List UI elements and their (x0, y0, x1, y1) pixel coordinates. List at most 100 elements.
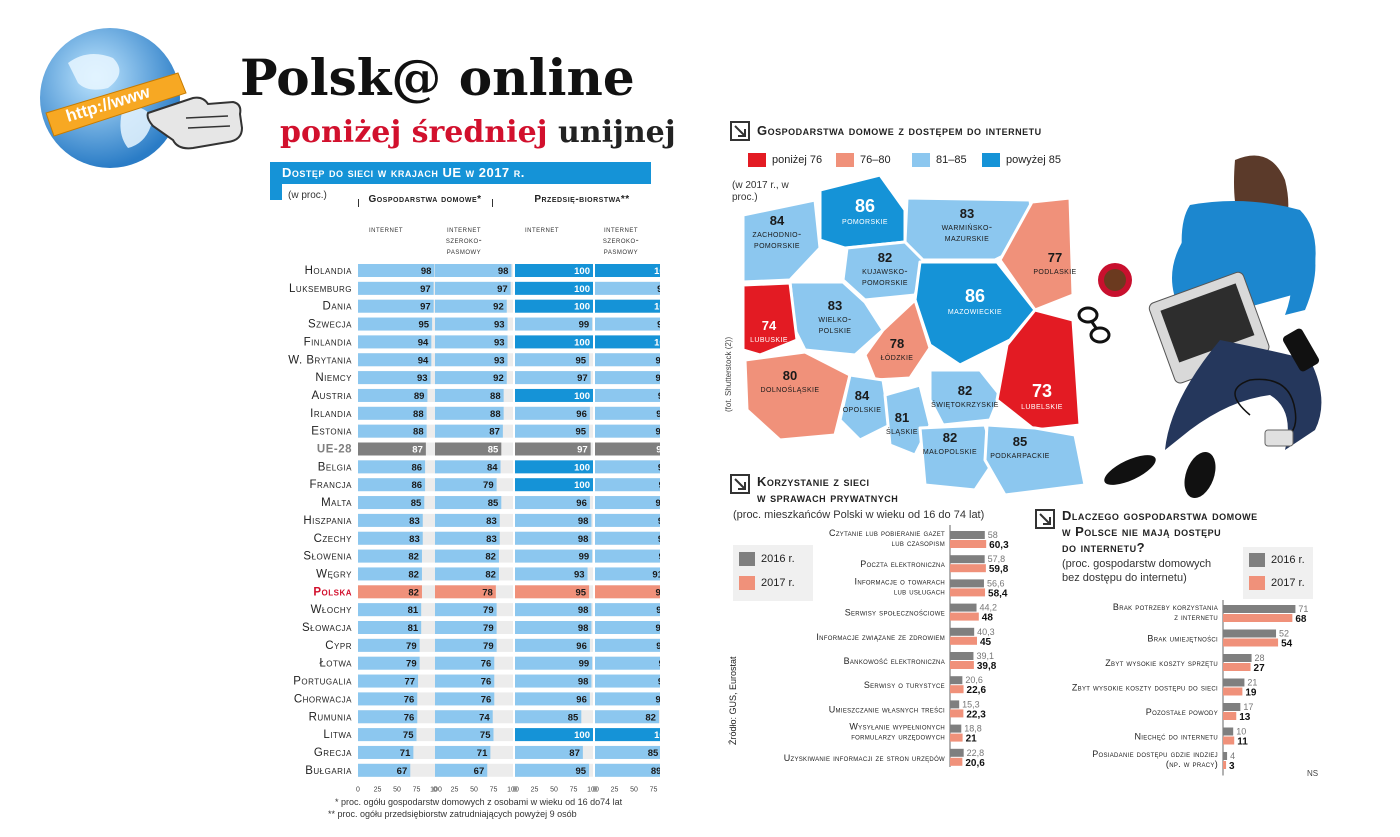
map-title: Gospodarstwa domowe z dostępem do intern… (757, 123, 1042, 138)
legend-label-light-blue: 81–85 (936, 154, 967, 166)
reason-label: Niechęć do internetu (1134, 732, 1218, 742)
bar (358, 531, 423, 545)
bar (595, 674, 660, 688)
bar-value: 79 (483, 623, 494, 634)
bar-2017 (1223, 736, 1235, 745)
bar-value: 76 (481, 659, 492, 670)
legend-label-dark-blue: powyżej 85 (1006, 154, 1062, 166)
bar (515, 424, 590, 438)
bar-value: 98 (658, 677, 660, 688)
woman-laptop-illustration (1077, 155, 1322, 499)
value-2017: 22,3 (966, 709, 986, 720)
value-2016: 18,8 (964, 724, 982, 734)
bar-value: 100 (574, 391, 590, 402)
col-enterprise-internet: internet (525, 224, 559, 234)
value-2017: 11 (1237, 737, 1248, 748)
arrow-icon-private (730, 474, 750, 494)
value-2017: 3 (1229, 761, 1235, 772)
bar-value: 93 (574, 569, 585, 580)
bar-value: 98 (658, 462, 660, 473)
value-2016: 21 (1247, 678, 1257, 688)
bar (515, 567, 588, 581)
bar (515, 656, 593, 670)
category-label: Umieszczanie własnych treści (829, 704, 945, 714)
country-label: Luksemburg (289, 283, 352, 295)
axis-tick: 50 (630, 787, 638, 794)
bar-value: 83 (486, 516, 497, 527)
country-label: Rumunia (309, 711, 353, 723)
map-region (928, 368, 1002, 427)
value-2016: 44,2 (980, 603, 998, 613)
bar-value: 86 (412, 480, 423, 491)
bar (595, 745, 660, 759)
bar-value: 100 (654, 337, 660, 348)
reason-label: Posiadanie dostępu gdzie indziej (1092, 749, 1218, 759)
country-label: Grecja (314, 747, 352, 759)
bar-2017 (1223, 687, 1243, 696)
bar (358, 424, 427, 438)
region-value: 85 (1013, 434, 1027, 449)
bar-2017 (950, 564, 986, 573)
arrow-icon-why (1035, 509, 1055, 529)
value-2017: 21 (966, 734, 978, 745)
bar-value: 100 (574, 337, 590, 348)
bar (358, 353, 432, 367)
legend-label-2017: 2017 r. (761, 577, 795, 589)
country-label: Bułgaria (305, 765, 352, 777)
bar-value: 98 (421, 266, 432, 277)
region-value: 84 (855, 388, 870, 403)
country-label: W. Brytania (288, 354, 352, 366)
bar (515, 585, 590, 599)
region-value: 83 (960, 206, 974, 221)
bar-value: 97 (577, 445, 588, 456)
reason-label: Zbyt wysokie koszty dostępu do sieci (1072, 683, 1218, 693)
bar (515, 335, 593, 349)
bar (595, 299, 660, 313)
bar-value: 79 (483, 605, 494, 616)
bar-value: 100 (654, 302, 660, 313)
region-value: 82 (958, 383, 972, 398)
region-value: 83 (828, 298, 842, 313)
bar (358, 513, 423, 527)
region-name: śląskie (886, 426, 918, 437)
value-2016: 20,6 (965, 675, 983, 685)
bar (358, 710, 418, 724)
value-2016: 57,8 (988, 554, 1006, 564)
bar-value: 85 (488, 498, 499, 509)
bar (358, 549, 422, 563)
bar (595, 710, 659, 724)
bar-value: 100 (574, 462, 590, 473)
bar-value: 88 (413, 409, 424, 420)
region-name: zachodnio- (752, 229, 801, 240)
bar-value: 95 (576, 355, 587, 366)
bar-value: 89 (651, 766, 660, 777)
value-2017: 39,8 (977, 661, 997, 672)
bar-value: 89 (414, 391, 425, 402)
bar-value: 95 (419, 320, 430, 331)
bar-value: 87 (489, 427, 500, 438)
region-value: 82 (878, 250, 892, 265)
map-region (741, 281, 799, 357)
bar-value: 98 (578, 516, 589, 527)
bar-value: 94 (418, 355, 429, 366)
bar-value: 77 (404, 677, 415, 688)
bar (595, 442, 660, 456)
bar-value: 82 (485, 552, 496, 563)
arm-right (1280, 220, 1316, 315)
bar (595, 621, 660, 634)
bar-value: 75 (480, 730, 491, 741)
bar (515, 388, 593, 402)
bar-2017 (950, 612, 979, 621)
category-label: Serwisy o turystyce (864, 680, 945, 690)
why-legend-swatch-2016 (1249, 553, 1265, 567)
bar-value: 76 (404, 694, 415, 705)
axis-tick: 100 (507, 787, 519, 794)
axis-tick: 0 (593, 787, 597, 794)
value-2016: 52 (1279, 629, 1289, 639)
region-name: mazowieckie (948, 306, 1002, 317)
value-2017: 45 (980, 637, 992, 648)
col-household-broadband: internet szeroko-pasmowy (445, 224, 483, 256)
bar (358, 478, 426, 492)
bar (595, 549, 660, 563)
bar-2016 (950, 531, 985, 539)
